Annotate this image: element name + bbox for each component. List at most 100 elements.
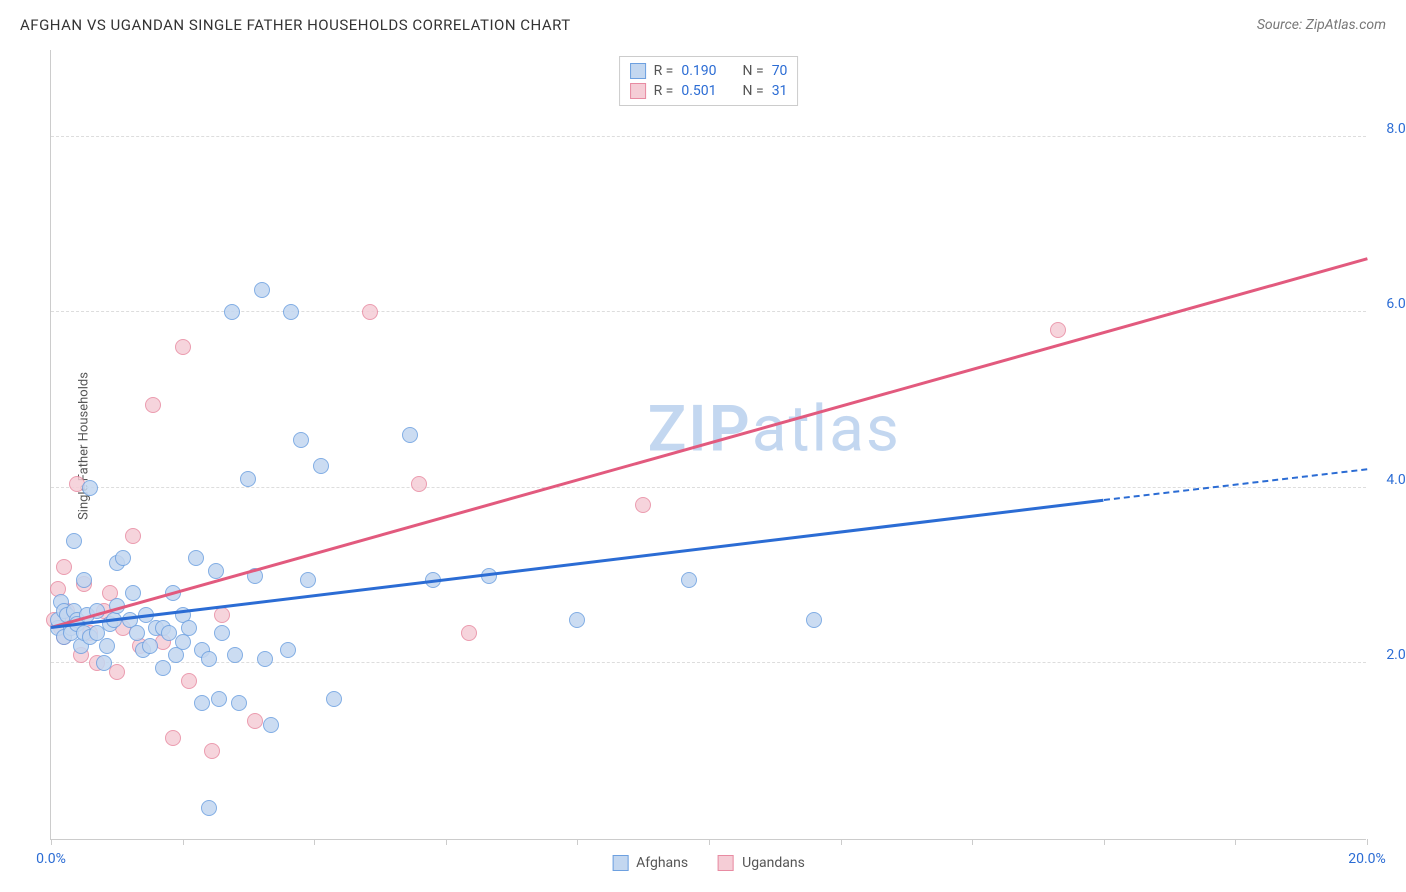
- r-label: R =: [654, 63, 674, 79]
- n-value-ugandans: 31: [772, 83, 788, 99]
- source-name: ZipAtlas.com: [1306, 17, 1386, 33]
- data-point-afghans: [231, 695, 247, 711]
- r-label: R =: [654, 83, 674, 99]
- watermark-light: atlas: [752, 391, 901, 466]
- legend-series: Afghans Ugandans: [612, 855, 805, 871]
- data-point-afghans: [569, 612, 585, 628]
- data-point-afghans: [211, 691, 227, 707]
- swatch-ugandans-icon: [718, 855, 734, 871]
- data-point-afghans: [280, 642, 296, 658]
- data-point-afghans: [214, 625, 230, 641]
- x-tick: [972, 839, 973, 845]
- x-tick: [841, 839, 842, 845]
- data-point-afghans: [240, 471, 256, 487]
- data-point-ugandans: [181, 673, 197, 689]
- data-point-afghans: [402, 427, 418, 443]
- data-point-afghans: [326, 691, 342, 707]
- n-label: N =: [743, 83, 764, 99]
- x-tick: [51, 839, 52, 845]
- source-attribution: Source: ZipAtlas.com: [1257, 17, 1386, 33]
- x-tick: [183, 839, 184, 845]
- source-prefix: Source:: [1257, 17, 1306, 33]
- gridline: [51, 662, 1366, 663]
- data-point-ugandans: [1050, 322, 1066, 338]
- data-point-afghans: [194, 695, 210, 711]
- r-value-ugandans: 0.501: [681, 83, 716, 99]
- n-value-afghans: 70: [772, 63, 788, 79]
- data-point-afghans: [227, 647, 243, 663]
- y-tick-label: 2.0%: [1371, 647, 1406, 663]
- data-point-afghans: [681, 572, 697, 588]
- data-point-afghans: [257, 651, 273, 667]
- x-tick: [314, 839, 315, 845]
- legend-item-ugandans: Ugandans: [718, 855, 805, 871]
- legend-label-afghans: Afghans: [636, 855, 688, 871]
- data-point-afghans: [125, 585, 141, 601]
- data-point-ugandans: [56, 559, 72, 575]
- data-point-afghans: [66, 533, 82, 549]
- legend-label-ugandans: Ugandans: [742, 855, 805, 871]
- data-point-afghans: [142, 638, 158, 654]
- y-tick-label: 8.0%: [1371, 121, 1406, 137]
- data-point-afghans: [155, 660, 171, 676]
- data-point-afghans: [201, 651, 217, 667]
- data-point-ugandans: [247, 713, 263, 729]
- n-label: N =: [743, 63, 764, 79]
- data-point-ugandans: [461, 625, 477, 641]
- header: AFGHAN VS UGANDAN SINGLE FATHER HOUSEHOL…: [0, 0, 1406, 40]
- r-value-afghans: 0.190: [681, 63, 716, 79]
- swatch-afghans-icon: [630, 63, 646, 79]
- legend-stats-row-afghans: R = 0.190 N = 70: [630, 61, 788, 81]
- y-tick-label: 6.0%: [1371, 296, 1406, 312]
- trend-line: [51, 499, 1104, 629]
- plot-area: ZIPatlas R = 0.190 N = 70 R = 0.501 N = …: [50, 50, 1366, 840]
- data-point-afghans: [254, 282, 270, 298]
- watermark: ZIPatlas: [648, 391, 901, 466]
- data-point-afghans: [806, 612, 822, 628]
- data-point-afghans: [201, 800, 217, 816]
- data-point-afghans: [82, 480, 98, 496]
- data-point-ugandans: [125, 528, 141, 544]
- data-point-afghans: [181, 620, 197, 636]
- chart-title: AFGHAN VS UGANDAN SINGLE FATHER HOUSEHOL…: [20, 16, 571, 34]
- data-point-ugandans: [175, 339, 191, 355]
- data-point-ugandans: [214, 607, 230, 623]
- data-point-afghans: [224, 304, 240, 320]
- trend-line: [51, 257, 1368, 628]
- x-tick-label: 20.0%: [1348, 851, 1386, 867]
- data-point-ugandans: [204, 743, 220, 759]
- x-tick: [577, 839, 578, 845]
- data-point-afghans: [300, 572, 316, 588]
- data-point-afghans: [96, 655, 112, 671]
- data-point-afghans: [208, 563, 224, 579]
- data-point-afghans: [76, 572, 92, 588]
- chart-container: AFGHAN VS UGANDAN SINGLE FATHER HOUSEHOL…: [0, 0, 1406, 892]
- x-tick: [446, 839, 447, 845]
- y-tick-label: 4.0%: [1371, 472, 1406, 488]
- x-tick: [709, 839, 710, 845]
- data-point-afghans: [263, 717, 279, 733]
- data-point-afghans: [115, 550, 131, 566]
- data-point-afghans: [129, 625, 145, 641]
- data-point-afghans: [99, 638, 115, 654]
- data-point-ugandans: [635, 497, 651, 513]
- x-tick-label: 0.0%: [36, 851, 66, 867]
- data-point-ugandans: [411, 476, 427, 492]
- swatch-ugandans-icon: [630, 83, 646, 99]
- data-point-ugandans: [362, 304, 378, 320]
- data-point-afghans: [313, 458, 329, 474]
- legend-item-afghans: Afghans: [612, 855, 688, 871]
- data-point-afghans: [283, 304, 299, 320]
- gridline: [51, 136, 1366, 137]
- trend-line-dashed: [1104, 468, 1367, 501]
- data-point-afghans: [293, 432, 309, 448]
- x-tick: [1367, 839, 1368, 845]
- data-point-ugandans: [109, 664, 125, 680]
- legend-stats-row-ugandans: R = 0.501 N = 31: [630, 81, 788, 101]
- data-point-ugandans: [145, 397, 161, 413]
- data-point-afghans: [188, 550, 204, 566]
- data-point-ugandans: [165, 730, 181, 746]
- swatch-afghans-icon: [612, 855, 628, 871]
- legend-stats: R = 0.190 N = 70 R = 0.501 N = 31: [619, 56, 799, 106]
- x-tick: [1235, 839, 1236, 845]
